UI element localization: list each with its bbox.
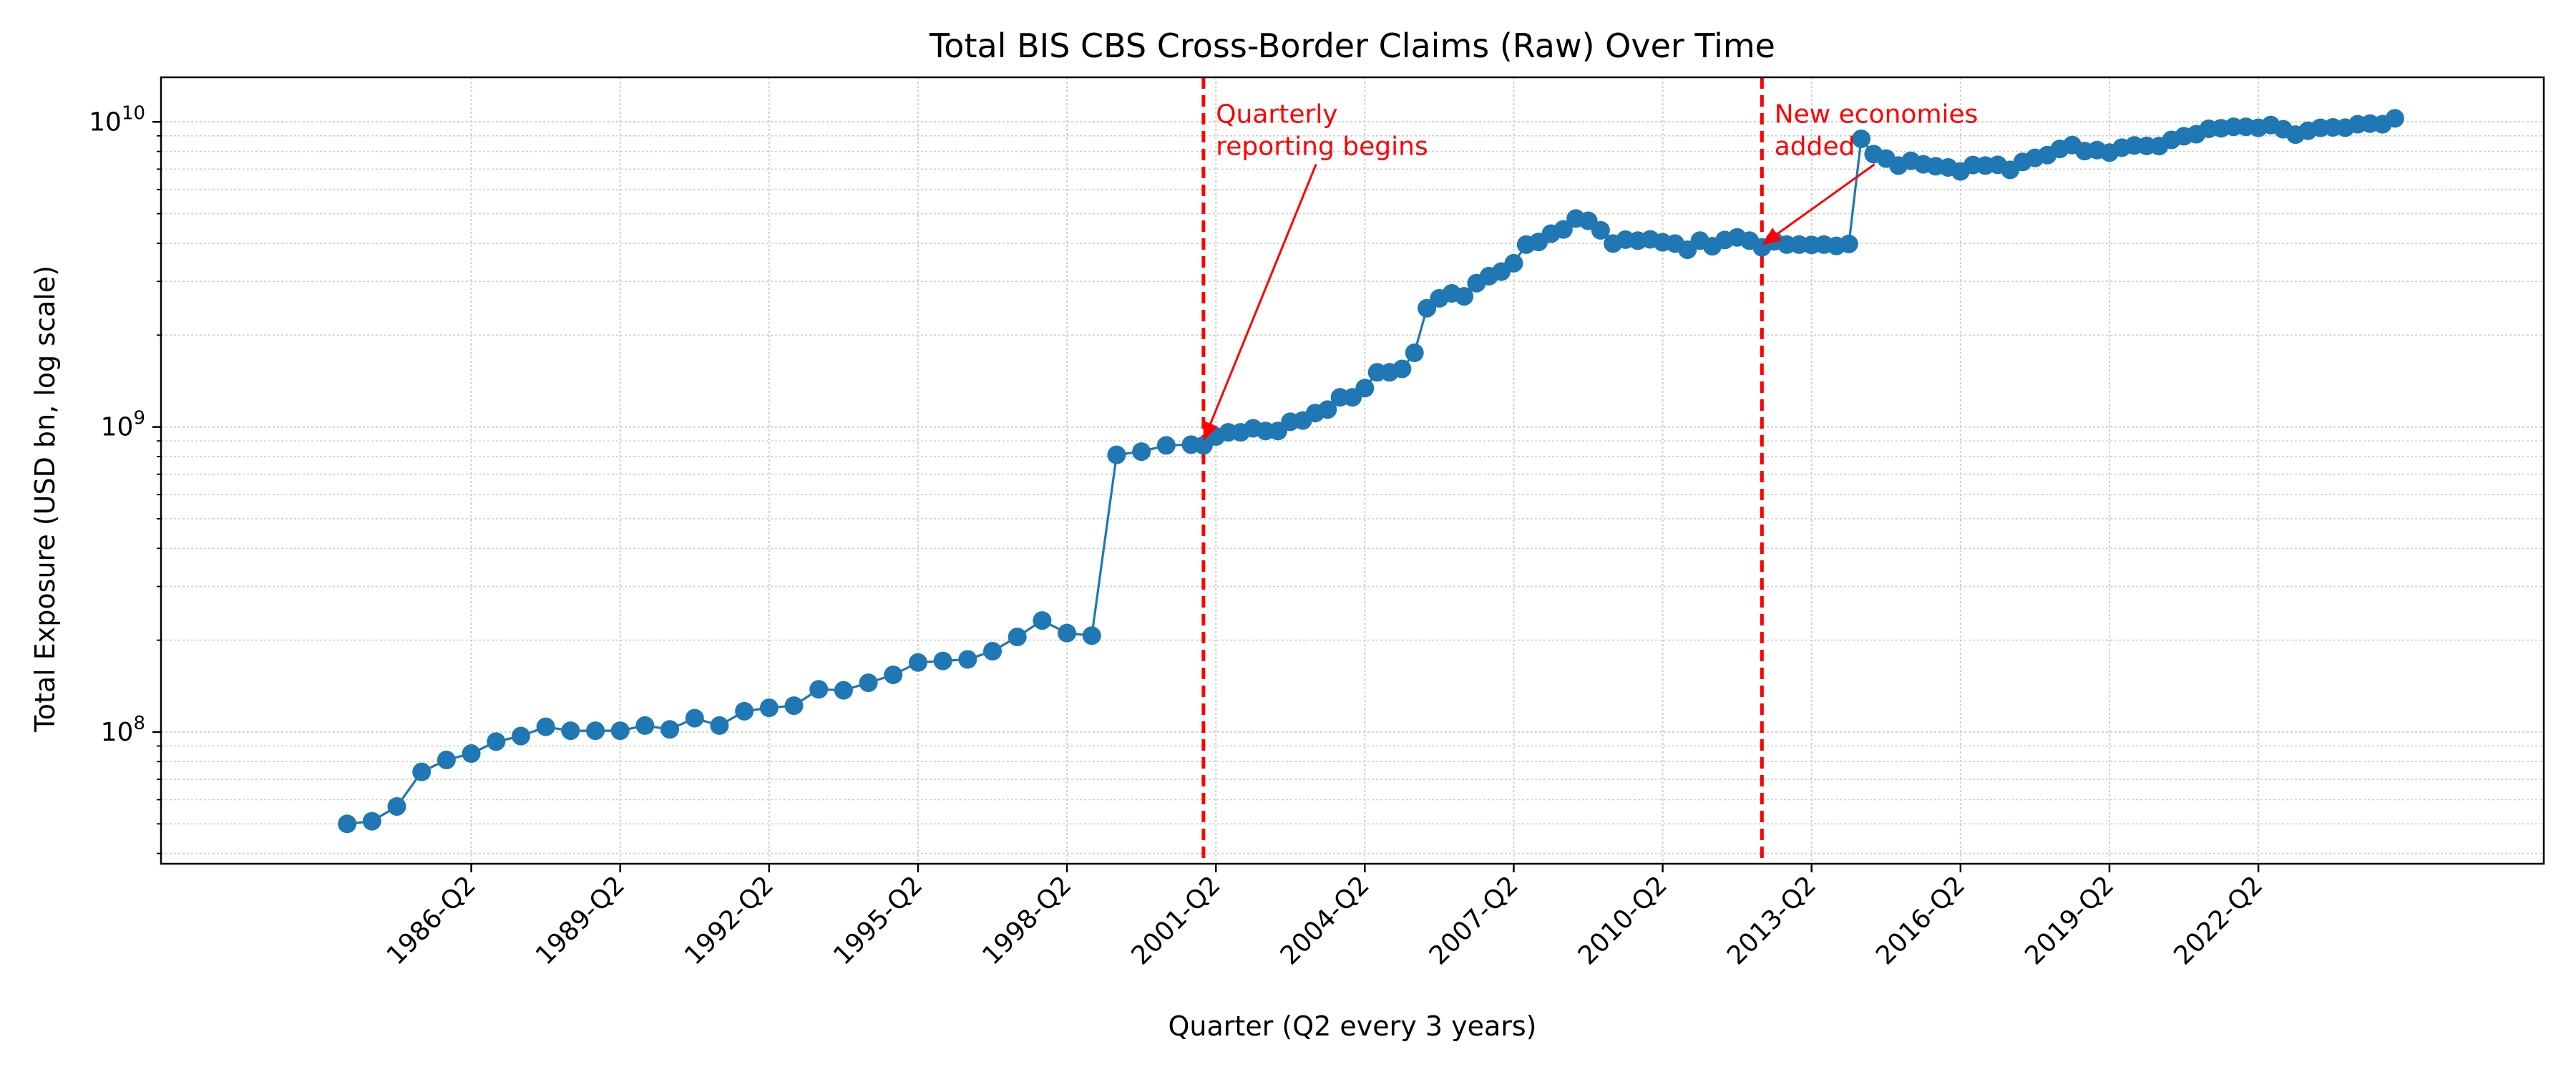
data-point <box>1405 343 1424 362</box>
data-point <box>1418 298 1437 318</box>
data-point <box>859 673 878 693</box>
annotation-vlines <box>1201 77 1764 864</box>
data-point <box>1058 623 1077 643</box>
data-point <box>834 681 853 700</box>
data-point <box>1082 626 1101 645</box>
annotation-text: New economies <box>1775 100 1979 130</box>
data-point <box>412 762 431 781</box>
annotation-arrowhead <box>1762 228 1782 245</box>
data-point <box>784 696 804 716</box>
data-point <box>338 814 357 834</box>
y-axis-label: Total Exposure (USD bn, log scale) <box>29 265 61 733</box>
plot-frame <box>160 76 2545 865</box>
annotation-text: reporting begins <box>1216 132 1428 162</box>
data-point <box>759 698 779 718</box>
data-point <box>710 716 729 735</box>
data-point <box>685 708 704 728</box>
x-axis-label: Quarter (Q2 every 3 years) <box>1169 1010 1537 1042</box>
data-point <box>635 716 655 735</box>
data-point <box>2385 109 2404 128</box>
data-point <box>1318 400 1337 419</box>
data-point <box>536 717 555 736</box>
y-tick-label: 109 <box>101 408 145 442</box>
data-point <box>586 721 605 741</box>
data-point <box>487 732 506 751</box>
data-point <box>1132 442 1151 462</box>
data-point <box>1852 129 1871 148</box>
annotation-arrow <box>1209 164 1317 424</box>
annotation-text: Quarterly <box>1216 100 1337 130</box>
data-point <box>1553 220 1573 239</box>
data-point <box>735 701 754 721</box>
data-point <box>1839 234 1858 253</box>
data-point <box>1008 628 1027 647</box>
data-point <box>933 651 952 671</box>
data-point <box>884 665 903 684</box>
data-point <box>908 653 927 672</box>
data-point <box>1107 445 1126 464</box>
series-layer <box>338 109 2404 834</box>
y-tick-label: 108 <box>101 713 145 747</box>
data-point <box>1392 359 1412 379</box>
data-point <box>511 726 530 746</box>
annotation-arrow <box>1776 163 1875 235</box>
data-point <box>1591 220 1610 240</box>
grid-lines <box>161 77 2544 864</box>
data-point <box>436 750 456 769</box>
annotation-text: added <box>1775 132 1855 162</box>
data-point <box>561 721 580 741</box>
data-point <box>958 650 977 669</box>
data-point <box>362 812 381 831</box>
data-point <box>1033 611 1052 630</box>
data-point <box>660 720 680 739</box>
data-point <box>1455 287 1474 306</box>
chart-title: Total BIS CBS Cross-Border Claims (Raw) … <box>929 26 1775 65</box>
y-tick-label: 1010 <box>89 102 145 137</box>
annotation-arrowhead <box>1203 420 1218 442</box>
data-point <box>1504 253 1523 273</box>
data-point <box>809 680 829 699</box>
data-point <box>1156 436 1176 455</box>
data-point <box>462 744 481 764</box>
data-point <box>1355 379 1375 398</box>
data-point <box>983 642 1002 661</box>
data-point <box>387 796 406 816</box>
data-point <box>610 721 630 741</box>
